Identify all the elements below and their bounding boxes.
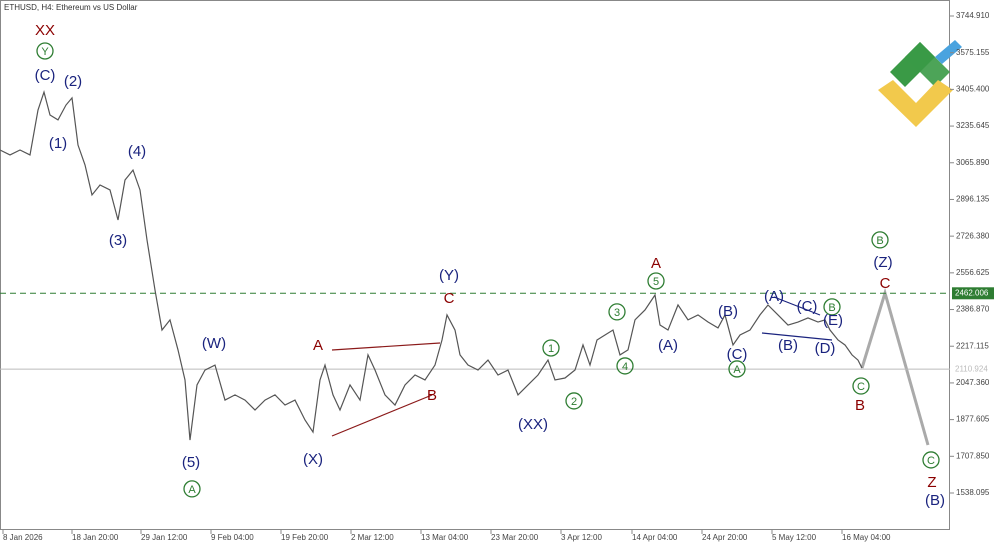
wave-label: (XX) bbox=[518, 416, 548, 433]
wave-label: (A) bbox=[658, 337, 678, 354]
level-label: 2110.924 bbox=[955, 364, 988, 373]
wave-label: (A) bbox=[764, 288, 784, 305]
wave-label: (Y) bbox=[439, 267, 459, 284]
wave-label: B bbox=[855, 397, 865, 414]
x-tick-label: 9 Feb 04:00 bbox=[211, 533, 254, 542]
y-tick-label: 3744.910 bbox=[956, 11, 990, 20]
wave-label: (2) bbox=[64, 73, 82, 90]
wave-label: 4 bbox=[622, 361, 628, 373]
annotation-circle bbox=[36, 42, 54, 60]
wave-label: (B) bbox=[718, 303, 738, 320]
x-tick-label: 24 Apr 20:00 bbox=[702, 533, 748, 542]
wave-label: (X) bbox=[303, 451, 323, 468]
annotation-circle bbox=[183, 480, 201, 498]
annotation-circle bbox=[728, 360, 746, 378]
wave-label: (D) bbox=[815, 340, 836, 357]
plot-frame bbox=[0, 0, 950, 530]
wave-label: 1 bbox=[548, 343, 554, 355]
wave-label: Z bbox=[927, 474, 936, 491]
x-tick-label: 16 May 04:00 bbox=[842, 533, 891, 542]
x-tick-label: 13 Mar 04:00 bbox=[421, 533, 469, 542]
annotation-circle bbox=[852, 377, 870, 395]
wave-label: C bbox=[927, 455, 935, 467]
wave-label: 2 bbox=[571, 396, 577, 408]
y-tick-label: 2896.135 bbox=[956, 195, 990, 204]
wave-label: (5) bbox=[182, 454, 200, 471]
y-tick-label: 2386.870 bbox=[956, 305, 990, 314]
wave-label: (C) bbox=[727, 346, 748, 363]
annotation-circle bbox=[542, 339, 560, 357]
level-tag bbox=[952, 287, 994, 300]
x-tick-label: 23 Mar 20:00 bbox=[491, 533, 539, 542]
y-tick-label: 1538.095 bbox=[956, 488, 990, 497]
wave-label: (E) bbox=[823, 312, 843, 329]
y-tick-label: 2726.380 bbox=[956, 231, 990, 240]
trend-line bbox=[331, 394, 433, 437]
x-tick-label: 29 Jan 12:00 bbox=[141, 533, 188, 542]
annotation-circle bbox=[608, 303, 626, 321]
wave-label: B bbox=[828, 302, 835, 314]
wave-label: A bbox=[651, 255, 661, 272]
y-tick-label: 3235.645 bbox=[956, 121, 990, 130]
wave-label: (W) bbox=[202, 335, 226, 352]
wave-label: A bbox=[733, 364, 741, 376]
x-tick-label: 19 Feb 20:00 bbox=[281, 533, 329, 542]
annotation-circle bbox=[922, 451, 940, 469]
wave-label: XX bbox=[35, 22, 55, 39]
wave-label: Y bbox=[41, 46, 49, 58]
wave-label: 5 bbox=[653, 276, 659, 288]
wave-label: C bbox=[444, 290, 455, 307]
wave-label: C bbox=[857, 381, 865, 393]
wave-label: (C) bbox=[35, 67, 56, 84]
wave-label: (B) bbox=[925, 492, 945, 509]
x-tick-label: 3 Apr 12:00 bbox=[561, 533, 602, 542]
wave-label: B bbox=[427, 387, 437, 404]
y-tick-label: 2556.625 bbox=[956, 268, 990, 277]
level-tag bbox=[952, 363, 994, 376]
y-tick-label: 2047.360 bbox=[956, 378, 990, 387]
wave-label: A bbox=[188, 484, 196, 496]
x-tick-label: 2 Mar 12:00 bbox=[351, 533, 394, 542]
annotation-circle bbox=[823, 298, 841, 316]
price-line bbox=[0, 89, 863, 441]
wave-label: 3 bbox=[614, 307, 620, 319]
wave-label: (Z) bbox=[873, 254, 892, 271]
wave-label: (C) bbox=[797, 298, 818, 315]
level-label: 2462.006 bbox=[955, 288, 989, 297]
annotation-circle bbox=[647, 272, 665, 290]
y-tick-label: 3065.890 bbox=[956, 158, 990, 167]
y-tick-label: 1707.850 bbox=[956, 451, 990, 460]
y-tick-label: 2217.115 bbox=[956, 341, 989, 350]
wave-label: (4) bbox=[128, 143, 146, 160]
annotation-circle bbox=[616, 357, 634, 375]
x-tick-label: 14 Apr 04:00 bbox=[632, 533, 678, 542]
chart-title: ETHUSD, H4: Ethereum vs US Dollar bbox=[4, 3, 138, 12]
y-tick-label: 3405.400 bbox=[956, 84, 990, 93]
x-tick-label: 8 Jan 2026 bbox=[3, 533, 43, 542]
trend-line bbox=[331, 342, 441, 351]
wave-label: B bbox=[876, 235, 883, 247]
wave-label: A bbox=[313, 337, 323, 354]
wave-label: C bbox=[880, 275, 891, 292]
x-tick-label: 18 Jan 20:00 bbox=[72, 533, 119, 542]
trend-line bbox=[761, 332, 833, 341]
y-tick-label: 3575.155 bbox=[956, 48, 990, 57]
annotation-circle bbox=[565, 392, 583, 410]
y-tick-label: 1877.605 bbox=[956, 415, 990, 424]
trend-line bbox=[773, 296, 821, 316]
x-tick-label: 5 May 12:00 bbox=[772, 533, 817, 542]
wave-label: (B) bbox=[778, 337, 798, 354]
wave-label: (1) bbox=[49, 135, 67, 152]
annotation-circle bbox=[871, 231, 889, 249]
logo bbox=[878, 40, 962, 127]
wave-label: (3) bbox=[109, 232, 127, 249]
